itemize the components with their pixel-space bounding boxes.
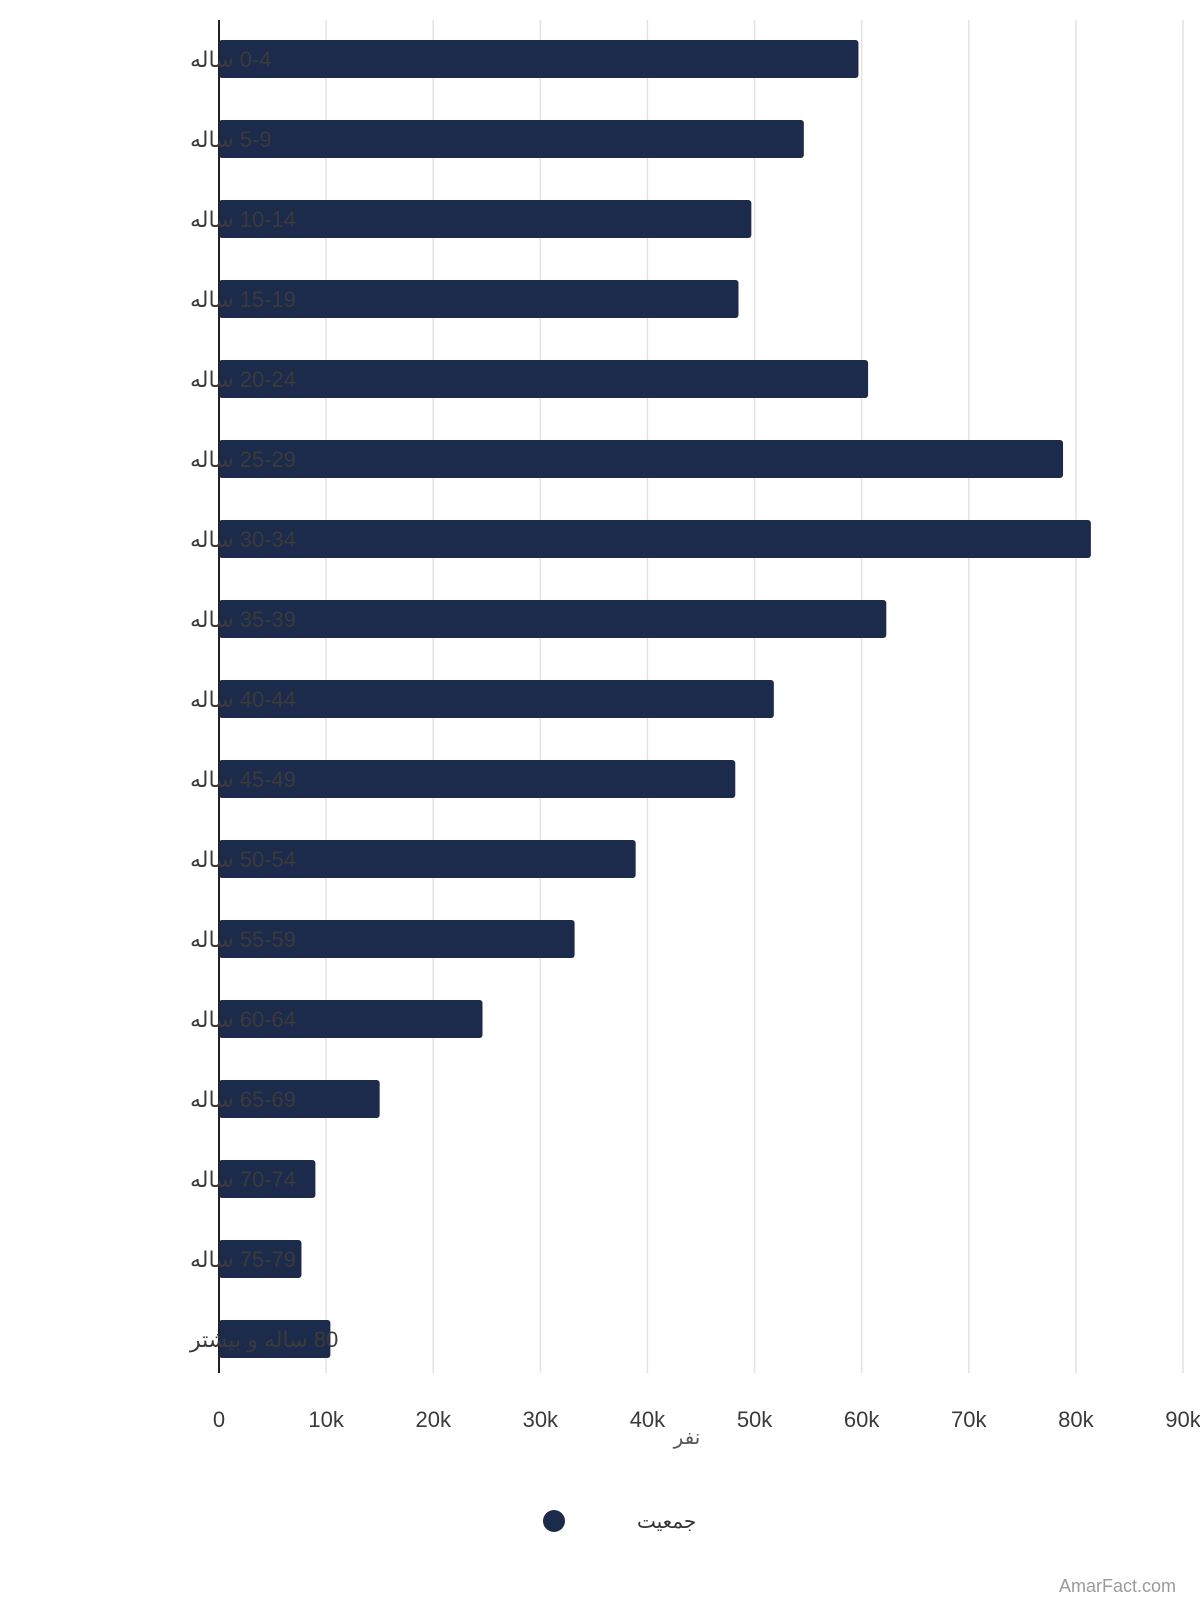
bar[interactable] xyxy=(219,840,636,878)
category-label: 5-9 ساله xyxy=(190,127,272,152)
category-label: 0-4 ساله xyxy=(190,47,272,72)
legend-label: جمعیت xyxy=(637,1511,696,1533)
watermark: AmarFact.com xyxy=(1059,1576,1176,1596)
x-tick-label: 0 xyxy=(213,1407,225,1432)
category-label: 60-64 ساله xyxy=(190,1007,296,1032)
category-label: 25-29 ساله xyxy=(190,447,296,472)
bar[interactable] xyxy=(219,280,739,318)
category-labels: 0-4 ساله 5-9 ساله 10-14 ساله 15-19 ساله 20-2… xyxy=(189,47,338,1352)
bar[interactable] xyxy=(219,1240,302,1278)
category-label: 20-24 ساله xyxy=(190,367,296,392)
x-tick-labels: 0 10k 20k 30k 40k 50k 60k 70k 80k 90k xyxy=(213,1407,1200,1432)
x-tick-label: 60k xyxy=(844,1407,880,1432)
bar[interactable] xyxy=(219,760,736,798)
bar[interactable] xyxy=(219,1000,483,1038)
bar[interactable] xyxy=(219,920,575,958)
category-label: 75-79 ساله xyxy=(190,1247,296,1272)
x-tick-label: 50k xyxy=(737,1407,773,1432)
bar[interactable] xyxy=(219,680,774,718)
x-tick-label: 70k xyxy=(951,1407,987,1432)
category-label: 70-74 ساله xyxy=(190,1167,296,1192)
bar[interactable] xyxy=(219,1080,380,1118)
category-label: 15-19 ساله xyxy=(190,287,296,312)
category-label: 50-54 ساله xyxy=(190,847,296,872)
x-tick-label: 20k xyxy=(415,1407,451,1432)
x-tick-label: 10k xyxy=(308,1407,344,1432)
category-label: 55-59 ساله xyxy=(190,927,296,952)
legend[interactable]: جمعیت xyxy=(543,1510,696,1533)
bar[interactable] xyxy=(219,200,752,238)
bar[interactable] xyxy=(219,440,1064,478)
category-label: 45-49 ساله xyxy=(190,767,296,792)
x-tick-label: 30k xyxy=(523,1407,559,1432)
bar[interactable] xyxy=(219,120,804,158)
category-label: 80 ساله و بیشتر xyxy=(189,1327,338,1352)
category-label: 35-39 ساله xyxy=(190,607,296,632)
x-tick-label: 90k xyxy=(1165,1407,1200,1432)
x-axis-title: نفر xyxy=(673,1427,701,1449)
bar[interactable] xyxy=(219,1320,331,1358)
category-label: 65-69 ساله xyxy=(190,1087,296,1112)
bar[interactable] xyxy=(219,1160,316,1198)
x-tick-label: 40k xyxy=(630,1407,666,1432)
legend-swatch-icon xyxy=(543,1510,565,1532)
x-tick-label: 80k xyxy=(1058,1407,1094,1432)
bars xyxy=(219,40,1091,1358)
category-label: 10-14 ساله xyxy=(190,207,296,232)
category-label: 30-34 ساله xyxy=(190,527,296,552)
bar[interactable] xyxy=(219,360,869,398)
category-label: 40-44 ساله xyxy=(190,687,296,712)
bar[interactable] xyxy=(219,600,887,638)
bar[interactable] xyxy=(219,40,859,78)
bar[interactable] xyxy=(219,520,1091,558)
